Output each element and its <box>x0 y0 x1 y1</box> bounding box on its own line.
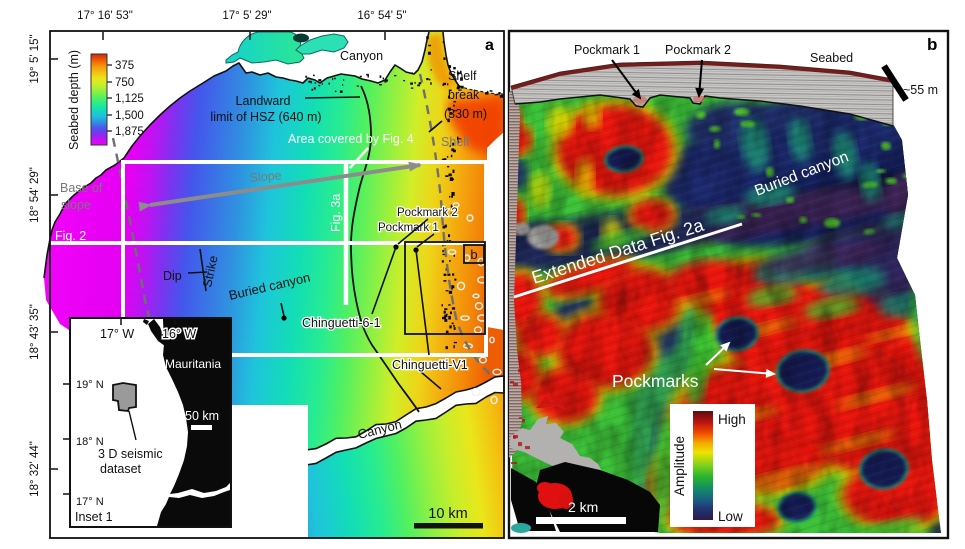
svg-text:Low: Low <box>718 509 743 524</box>
svg-text:Inset 1: Inset 1 <box>75 510 113 524</box>
svg-text:b: b <box>927 35 937 54</box>
svg-text:Fig. 3a: Fig. 3a <box>329 194 343 232</box>
svg-text:Chinguetti-V1: Chinguetti-V1 <box>392 358 468 372</box>
svg-text:1,125: 1,125 <box>115 93 144 105</box>
svg-text:Shelf: Shelf <box>441 135 470 149</box>
svg-text:16° 54' 5": 16° 54' 5" <box>357 10 406 22</box>
svg-text:17° 16' 53": 17° 16' 53" <box>77 10 133 22</box>
svg-text:Mauritania: Mauritania <box>165 357 221 371</box>
svg-text:Pockmark 2: Pockmark 2 <box>397 207 458 219</box>
svg-text:dataset: dataset <box>100 462 142 476</box>
svg-text:Seabed depth (m): Seabed depth (m) <box>67 50 81 150</box>
svg-text:18° N: 18° N <box>76 436 104 448</box>
svg-text:Canyon: Canyon <box>340 49 383 63</box>
svg-text:Seabed: Seabed <box>810 51 853 65</box>
svg-text:10 km: 10 km <box>428 506 468 522</box>
svg-text:Fig. 2: Fig. 2 <box>55 229 86 243</box>
svg-text:Chinguetti-6-1: Chinguetti-6-1 <box>302 316 381 330</box>
svg-text:19° N: 19° N <box>76 379 104 391</box>
svg-text:Pockmark 1: Pockmark 1 <box>574 43 640 57</box>
svg-text:Dip: Dip <box>163 269 182 283</box>
svg-text:Pockmark 2: Pockmark 2 <box>665 43 731 57</box>
svg-text:17° N: 17° N <box>76 496 104 508</box>
svg-text:~55 m: ~55 m <box>903 83 938 97</box>
svg-text:limit of HSZ (640 m): limit of HSZ (640 m) <box>210 110 321 124</box>
svg-text:18° 32' 44": 18° 32' 44" <box>29 441 41 497</box>
svg-text:Strike: Strike <box>200 254 220 288</box>
svg-text:break: break <box>448 88 480 102</box>
svg-text:Amplitude: Amplitude <box>672 436 687 496</box>
svg-text:50 km: 50 km <box>185 409 219 423</box>
svg-text:18° 43' 35": 18° 43' 35" <box>29 304 41 360</box>
svg-text:Pockmark 1: Pockmark 1 <box>378 222 439 234</box>
svg-text:1,875: 1,875 <box>115 126 144 138</box>
svg-text:Shelf: Shelf <box>448 69 477 83</box>
svg-text:17° W: 17° W <box>100 327 134 341</box>
svg-text:Slope: Slope <box>249 168 282 185</box>
svg-text:b: b <box>470 247 477 262</box>
svg-text:(330 m): (330 m) <box>444 107 487 121</box>
svg-text:Base of: Base of <box>60 181 103 195</box>
svg-text:19° 5' 15": 19° 5' 15" <box>29 34 41 83</box>
svg-text:slope: slope <box>61 198 91 212</box>
svg-text:Landward: Landward <box>236 94 291 108</box>
svg-text:375: 375 <box>115 60 134 72</box>
svg-text:2 km: 2 km <box>568 499 598 515</box>
svg-text:750: 750 <box>115 77 134 89</box>
svg-text:Area covered by Fig. 4: Area covered by Fig. 4 <box>288 132 414 146</box>
svg-text:3 D seismic: 3 D seismic <box>98 447 163 461</box>
svg-text:17° 5' 29": 17° 5' 29" <box>222 10 271 22</box>
svg-text:a: a <box>485 37 494 54</box>
svg-text:16° W: 16° W <box>162 327 196 341</box>
svg-text:18° 54' 29": 18° 54' 29" <box>29 167 41 223</box>
svg-text:1,500: 1,500 <box>115 110 144 122</box>
svg-text:Pockmarks: Pockmarks <box>612 371 699 391</box>
svg-text:High: High <box>718 412 746 427</box>
